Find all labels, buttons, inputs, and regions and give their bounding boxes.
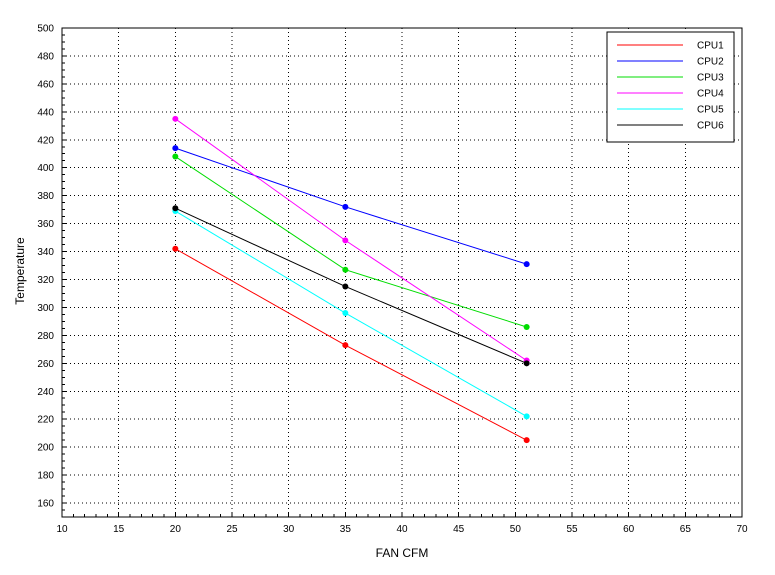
x-tick-label: 30	[283, 524, 295, 535]
legend-item-cpu3: CPU3	[617, 73, 724, 84]
legend-item-cpu6: CPU6	[617, 121, 724, 132]
x-tick-label: 70	[736, 524, 748, 535]
data-point	[342, 266, 349, 273]
series-line	[175, 248, 527, 441]
y-tick-label: 360	[37, 219, 54, 230]
legend-label: CPU2	[697, 57, 724, 68]
y-tick-label: 220	[37, 415, 54, 426]
y-tick-label: 440	[37, 107, 54, 118]
x-tick-label: 45	[453, 524, 465, 535]
x-tick-label: 15	[113, 524, 125, 535]
axis-ticks: 10 15 20 25 30 35 40 45 50 55 60 65 70 160 180 200 220 24…	[37, 24, 748, 536]
series-line	[175, 207, 527, 364]
data-point	[523, 323, 530, 330]
x-tick-label: 55	[566, 524, 578, 535]
y-tick-label: 200	[37, 443, 54, 454]
series-cpu6	[172, 205, 530, 367]
legend-label: CPU6	[697, 121, 724, 132]
y-axis-title: Temperature	[13, 237, 27, 305]
x-tick-label: 40	[396, 524, 408, 535]
data-point	[172, 153, 179, 160]
y-tick-label: 320	[37, 275, 54, 286]
legend-label: CPU4	[697, 89, 724, 100]
y-tick-label: 480	[37, 51, 54, 62]
data-point	[342, 342, 349, 349]
y-tick-label: 300	[37, 303, 54, 314]
legend-label: CPU1	[697, 41, 724, 52]
data-point	[342, 283, 349, 290]
y-tick-label: 420	[37, 135, 54, 146]
data-point	[523, 360, 530, 367]
y-tick-label: 240	[37, 387, 54, 398]
legend: CPU1 CPU2 CPU3 CPU4 CPU5 CPU6	[606, 31, 735, 143]
y-tick-label: 280	[37, 331, 54, 342]
series-cpu5	[172, 208, 530, 420]
y-tick-label: 180	[37, 471, 54, 482]
data-point	[172, 115, 179, 122]
data-point	[523, 413, 530, 420]
grid	[62, 28, 742, 517]
data-point	[172, 205, 179, 212]
y-tick-label: 460	[37, 79, 54, 90]
legend-box	[606, 31, 735, 143]
series	[172, 115, 530, 444]
y-tick-label: 400	[37, 163, 54, 174]
data-point	[342, 237, 349, 244]
series-cpu1	[172, 245, 530, 444]
x-tick-label: 10	[56, 524, 68, 535]
y-tick-label: 160	[37, 499, 54, 510]
series-cpu4	[172, 115, 530, 364]
legend-item-cpu4: CPU4	[617, 89, 724, 100]
x-tick-label: 35	[340, 524, 352, 535]
x-tick-label: 25	[226, 524, 238, 535]
x-axis-title: FAN CFM	[376, 546, 429, 560]
legend-item-cpu2: CPU2	[617, 57, 724, 68]
x-tick-label: 50	[510, 524, 522, 535]
data-point	[342, 203, 349, 210]
y-tick-label: 500	[37, 24, 54, 35]
data-point	[172, 145, 179, 152]
data-point	[523, 437, 530, 444]
y-tick-label: 260	[37, 359, 54, 370]
x-tick-label: 20	[170, 524, 182, 535]
y-tick-label: 380	[37, 191, 54, 202]
series-cpu2	[172, 145, 530, 268]
legend-item-cpu1: CPU1	[617, 41, 724, 52]
series-line	[175, 118, 527, 361]
data-point	[523, 261, 530, 268]
series-line	[175, 147, 527, 265]
x-tick-label: 60	[623, 524, 635, 535]
series-cpu3	[172, 153, 530, 330]
y-tick-label: 340	[37, 247, 54, 258]
x-tick-label: 65	[680, 524, 692, 535]
legend-label: CPU5	[697, 105, 724, 116]
data-point	[342, 310, 349, 317]
data-point	[172, 245, 179, 252]
legend-item-cpu5: CPU5	[617, 105, 724, 116]
legend-label: CPU3	[697, 73, 724, 84]
series-line	[175, 156, 527, 328]
series-line	[175, 210, 527, 417]
